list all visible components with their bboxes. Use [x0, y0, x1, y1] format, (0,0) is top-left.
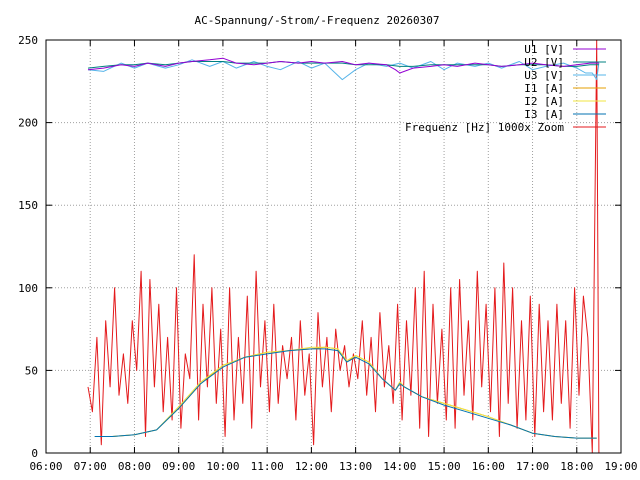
x-tick-label: 19:00	[604, 460, 637, 473]
x-tick-label: 17:00	[516, 460, 549, 473]
series-line	[87, 39, 600, 454]
legend-label: I2 [A]	[524, 95, 564, 108]
y-tick-label: 50	[25, 364, 38, 377]
x-tick-label: 10:00	[206, 460, 239, 473]
y-tick-label: 250	[18, 34, 38, 47]
legend-label: Frequenz [Hz] 1000x Zoom	[405, 121, 564, 134]
x-tick-label: 13:00	[339, 460, 372, 473]
chart-title: AC-Spannung/-Strom/-Frequenz 20260307	[194, 14, 439, 27]
series-line	[94, 348, 597, 439]
x-tick-label: 11:00	[251, 460, 284, 473]
x-tick-label: 16:00	[472, 460, 505, 473]
x-tick-label: 06:00	[29, 460, 62, 473]
legend-label: U2 [V]	[524, 56, 564, 69]
plot-frame	[45, 39, 622, 454]
legend-label: U3 [V]	[524, 69, 564, 82]
series-line	[87, 59, 600, 81]
x-tick-label: 12:00	[295, 460, 328, 473]
series-line	[87, 57, 599, 74]
legend: U1 [V]U2 [V]U3 [V]I1 [A]I2 [A]I3 [A]Freq…	[405, 43, 606, 134]
x-tick-label: 09:00	[162, 460, 195, 473]
y-tick-label: 200	[18, 117, 38, 130]
x-tick-label: 08:00	[118, 460, 151, 473]
legend-label: I1 [A]	[524, 82, 564, 95]
legend-label: U1 [V]	[524, 43, 564, 56]
x-tick-label: 15:00	[428, 460, 461, 473]
x-tick-label: 07:00	[74, 460, 107, 473]
x-tick-label: 18:00	[560, 460, 593, 473]
y-tick-label: 150	[18, 199, 38, 212]
axis-ticks: 06:00 07:00 08:00 09:00 10:00 11:00 12:00 13:00…	[18, 34, 637, 473]
y-tick-label: 0	[31, 447, 38, 460]
legend-label: I3 [A]	[524, 108, 564, 121]
y-tick-label: 100	[18, 282, 38, 295]
series-group	[87, 39, 600, 454]
x-tick-label: 14:00	[383, 460, 416, 473]
